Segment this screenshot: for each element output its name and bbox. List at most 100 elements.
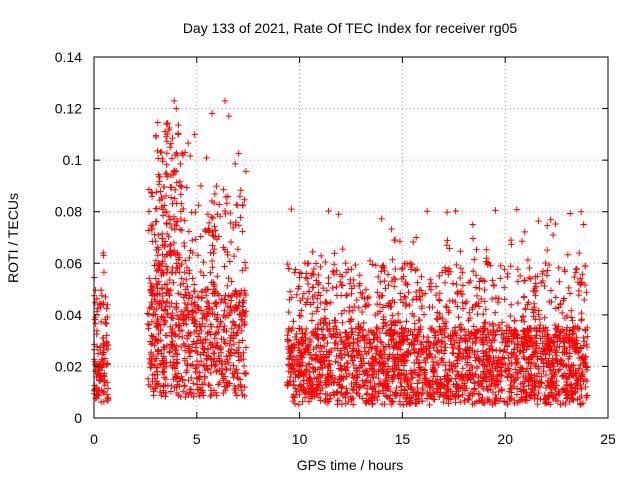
data-point [304,346,311,354]
data-point [397,346,404,353]
data-point [432,291,440,299]
data-point [181,347,189,354]
data-point [355,320,362,328]
data-point [418,397,426,405]
data-point [204,366,212,373]
data-point [492,331,499,338]
data-point [569,331,576,338]
data-point [446,358,453,366]
data-point [230,252,238,260]
data-point [361,295,368,302]
data-point [155,322,162,329]
data-point [387,392,394,399]
data-point [301,368,308,375]
data-point [167,241,174,248]
data-point [313,308,320,315]
data-point [561,314,569,322]
data-point [288,205,295,213]
data-point [527,386,535,393]
data-point [411,320,418,327]
data-point [498,319,506,326]
y-tick-label: 0.14 [55,49,82,65]
data-point [216,379,223,387]
data-point [231,382,238,390]
data-point [579,399,587,407]
data-point [423,354,430,361]
data-point [545,335,552,343]
data-point [307,384,314,391]
data-point [423,208,431,215]
data-point [403,318,410,325]
data-point [325,373,332,381]
data-point [489,335,496,343]
data-point [147,349,155,356]
data-point [333,326,340,333]
data-point [174,351,181,358]
data-point [325,364,332,372]
data-point [317,316,325,324]
data-point [162,359,170,366]
data-point [147,279,154,287]
data-point [207,341,214,349]
data-point [197,387,205,394]
data-point [347,353,355,360]
data-point [235,302,242,309]
data-point [100,301,107,308]
data-point [344,360,352,367]
data-point [388,278,396,285]
data-point [398,387,405,394]
data-point [156,260,163,267]
data-point [450,360,457,368]
data-point [351,302,358,310]
data-point [382,285,389,292]
data-point [350,276,357,284]
data-point [573,344,581,351]
plot-frame [93,56,609,419]
data-point [303,391,311,398]
data-point [172,269,179,276]
data-point [320,284,327,292]
data-point [389,256,396,263]
data-point [469,235,477,242]
data-point [445,265,453,272]
data-point [549,378,556,386]
data-point [370,336,377,343]
y-tick-label: 0.06 [55,255,82,271]
data-point [242,291,249,299]
data-point [97,286,105,294]
data-point [517,366,525,373]
data-point [503,349,511,356]
data-point [102,316,109,323]
data-point [163,230,171,238]
data-point [153,218,160,226]
data-point [242,264,250,272]
data-point [170,279,177,286]
data-point [287,373,294,381]
data-point [453,388,460,395]
data-point [325,398,332,405]
data-point [159,292,166,300]
data-point [189,293,196,301]
data-point [501,398,508,406]
data-point [537,379,545,386]
data-point [173,312,181,319]
data-point [336,382,343,389]
data-point [435,349,443,356]
data-point [519,327,527,334]
data-point [557,401,564,408]
data-point [354,374,361,382]
data-point [347,340,354,347]
data-point [154,155,162,162]
data-point [525,370,532,377]
data-point [396,238,404,245]
data-point [181,306,189,314]
data-point [338,374,345,382]
data-point [439,381,446,388]
data-point [166,303,174,311]
data-point [401,293,408,300]
data-point [327,331,334,339]
data-point [561,268,569,275]
data-point [159,369,167,376]
data-point [421,290,429,297]
data-point [417,366,425,373]
